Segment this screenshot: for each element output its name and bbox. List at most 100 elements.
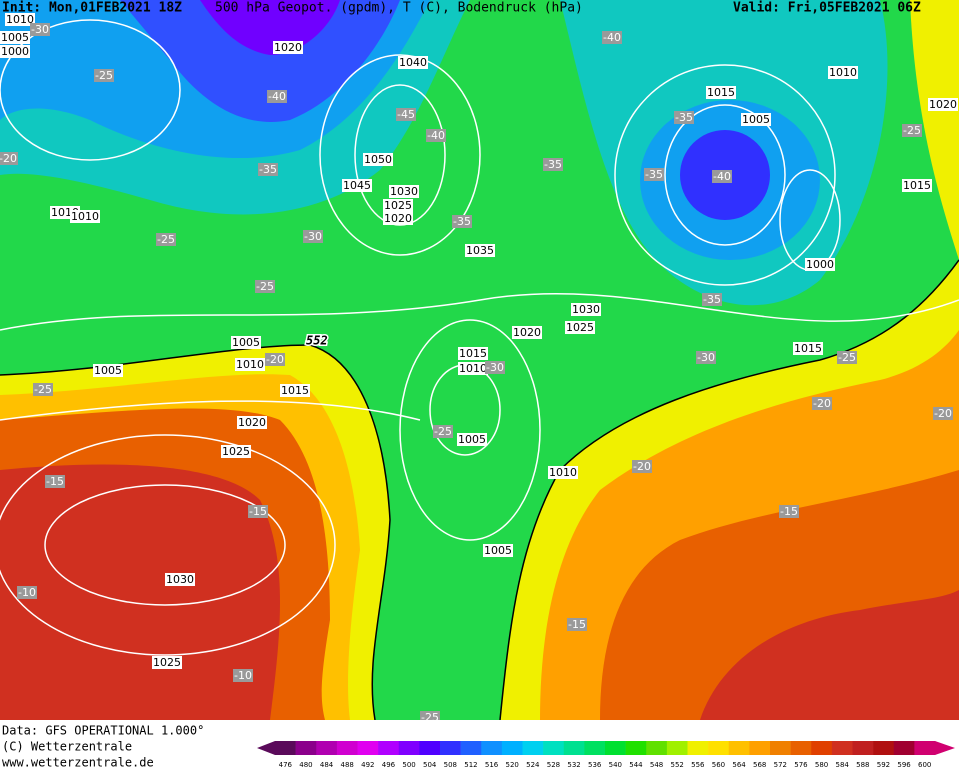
pressure-label: 1050 (363, 153, 393, 166)
temperature-label: -15 (248, 505, 268, 518)
pressure-label-text: 1005 (94, 364, 122, 377)
pressure-label-text: 1040 (399, 56, 427, 69)
pressure-label-text: 1020 (384, 212, 412, 225)
pressure-label-box (928, 98, 958, 111)
pressure-label-box (237, 416, 267, 429)
temperature-label-text: -45 (397, 108, 415, 121)
pressure-label-box (221, 445, 251, 458)
legend-swatch (295, 741, 317, 755)
legend-swatch (501, 741, 523, 755)
temperature-label: -25 (94, 69, 114, 82)
pressure-label-text: 1015 (281, 384, 309, 397)
legend-label: 504 (423, 761, 437, 769)
temperature-label-text: -10 (18, 586, 36, 599)
temperature-label: -40 (426, 129, 446, 142)
legend-label: 532 (567, 761, 580, 769)
temperature-label-text: -40 (268, 90, 286, 103)
temperature-label: -15 (567, 618, 587, 631)
temperature-label-box (433, 425, 453, 438)
pressure-label-box (273, 41, 303, 54)
temperature-label-text: -30 (486, 361, 504, 374)
pressure-label: 1010 (828, 66, 858, 79)
legend-swatch (481, 741, 503, 755)
pressure-label: 1015 (902, 179, 932, 192)
temperature-label: -20 (812, 397, 832, 410)
pressure-label-box (548, 466, 578, 479)
temperature-label: -35 (452, 215, 472, 228)
temperature-label-text: -35 (703, 293, 721, 306)
pressure-label-text: 1015 (459, 347, 487, 360)
pressure-label: 1010 (235, 358, 265, 371)
temperature-label: -30 (485, 361, 505, 374)
pressure-label-box (0, 31, 30, 44)
legend-swatch (646, 741, 668, 755)
temperature-label-box (0, 152, 18, 165)
temperature-label-text: -35 (259, 163, 277, 176)
legend-label: 524 (526, 761, 540, 769)
temperature-label-box (602, 31, 622, 44)
color-legend: 476 480 484 488 492 496 500 504 508 512 516 520 524 5… (257, 741, 955, 769)
legend-label: 492 (361, 761, 374, 769)
pressure-label-text: 1010 (829, 66, 857, 79)
pressure-label-box (363, 153, 393, 166)
legend-swatch (378, 741, 400, 755)
temperature-label: -35 (674, 111, 694, 124)
temperature-label-text: -25 (95, 69, 113, 82)
temperature-label-box (452, 215, 472, 228)
temperature-label-box (17, 586, 37, 599)
pressure-label: 1030 (571, 303, 601, 316)
temperature-label-text: -25 (157, 233, 175, 246)
temperature-label-text: -15 (249, 505, 267, 518)
pressure-label: 1045 (342, 179, 372, 192)
legend-label: 484 (320, 761, 334, 769)
pressure-label: 1000 (805, 258, 835, 271)
pressure-label-box (342, 179, 372, 192)
init-time: Init: Mon,01FEB2021 18Z (2, 1, 182, 16)
warm-area (0, 464, 280, 720)
temperature-label-text: -35 (645, 168, 663, 181)
pressure-label-box (793, 342, 823, 355)
temperature-label-text: -35 (453, 215, 471, 228)
pressure-label-text: 1010 (549, 466, 577, 479)
pressure-label-box (389, 185, 419, 198)
legend-swatch (770, 741, 791, 755)
pressure-label-box (805, 258, 835, 271)
warm-area (910, 0, 959, 260)
temperature-label-box (702, 293, 722, 306)
temperature-label: -35 (258, 163, 278, 176)
pressure-label-text: 1000 (806, 258, 834, 271)
temperature-label-text: -30 (31, 23, 49, 36)
legend-swatch (440, 741, 461, 755)
pressure-label: 1005 (93, 364, 123, 377)
temperature-label-text: -20 (633, 460, 651, 473)
legend-label: 592 (877, 761, 890, 769)
pressure-label-box (458, 362, 488, 375)
temperature-label: -35 (702, 293, 722, 306)
pressure-label-text: 1010 (459, 362, 487, 375)
legend-label: 500 (402, 761, 415, 769)
temperature-label-box (267, 90, 287, 103)
temperature-label-text: -25 (903, 124, 921, 137)
legend-label: 596 (897, 761, 911, 769)
pressure-label-text: 1010 (236, 358, 264, 371)
temperature-label-text: -25 (34, 383, 52, 396)
legend-label: 552 (671, 761, 684, 769)
pressure-label-text: 1005 (484, 544, 512, 557)
temperature-label-text: -30 (697, 351, 715, 364)
temperature-label-box (812, 397, 832, 410)
pressure-label: 1040 (398, 56, 428, 69)
temperature-label-box (303, 230, 323, 243)
legend-swatch (275, 741, 296, 755)
pressure-label-text: 1045 (343, 179, 371, 192)
legend-label: 548 (650, 761, 663, 769)
temperature-label-box (396, 108, 416, 121)
pressure-label-text: 1050 (364, 153, 392, 166)
pressure-label: 1015 (706, 86, 736, 99)
legend-label: 584 (836, 761, 850, 769)
pressure-label-box (902, 179, 932, 192)
legend-label: 480 (299, 761, 312, 769)
pressure-label-box (458, 347, 488, 360)
temperature-label-box (45, 475, 65, 488)
pressure-label-box (465, 244, 495, 257)
temperature-label-text: -15 (568, 618, 586, 631)
